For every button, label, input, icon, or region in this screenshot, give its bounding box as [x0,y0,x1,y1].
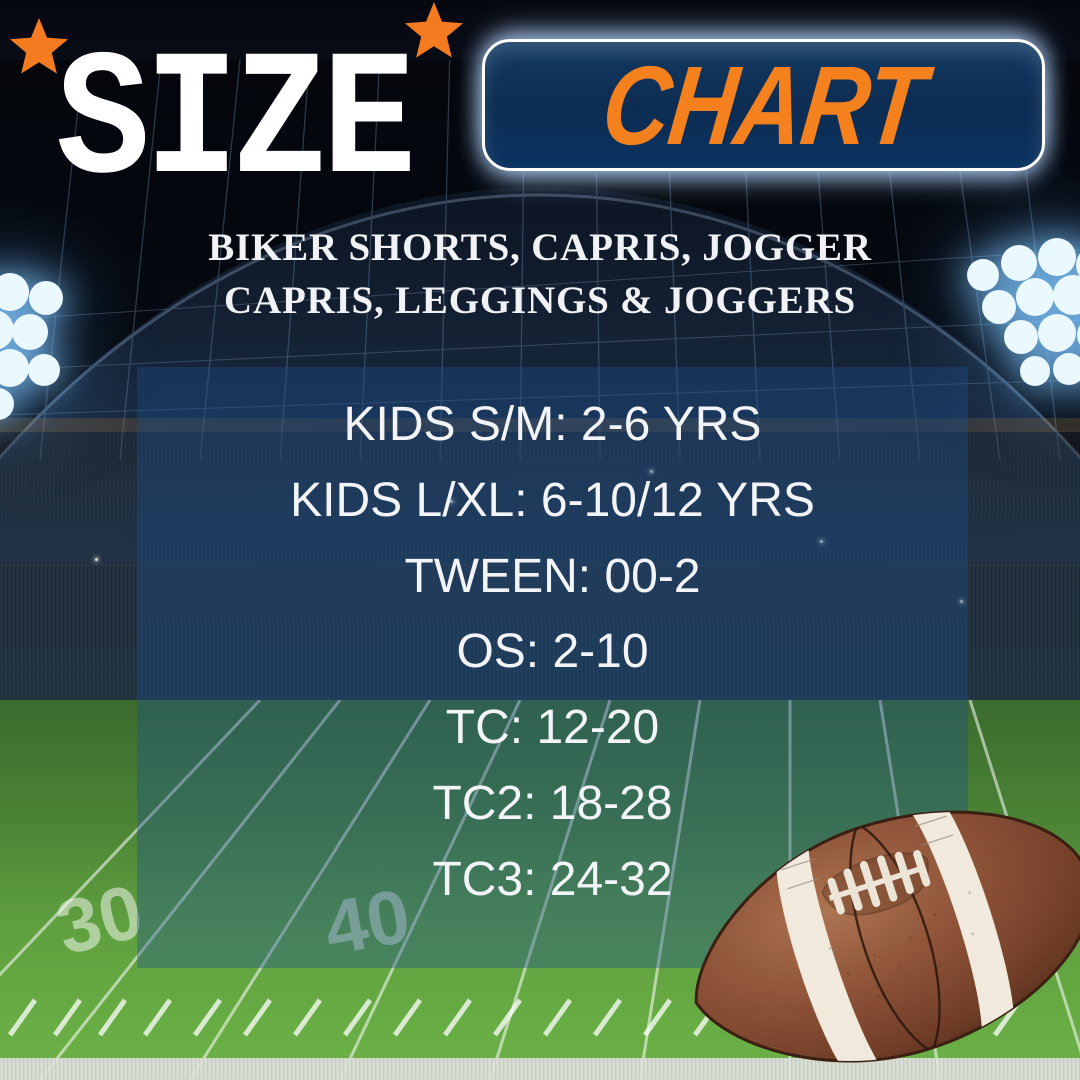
svg-text:30: 30 [49,869,152,972]
